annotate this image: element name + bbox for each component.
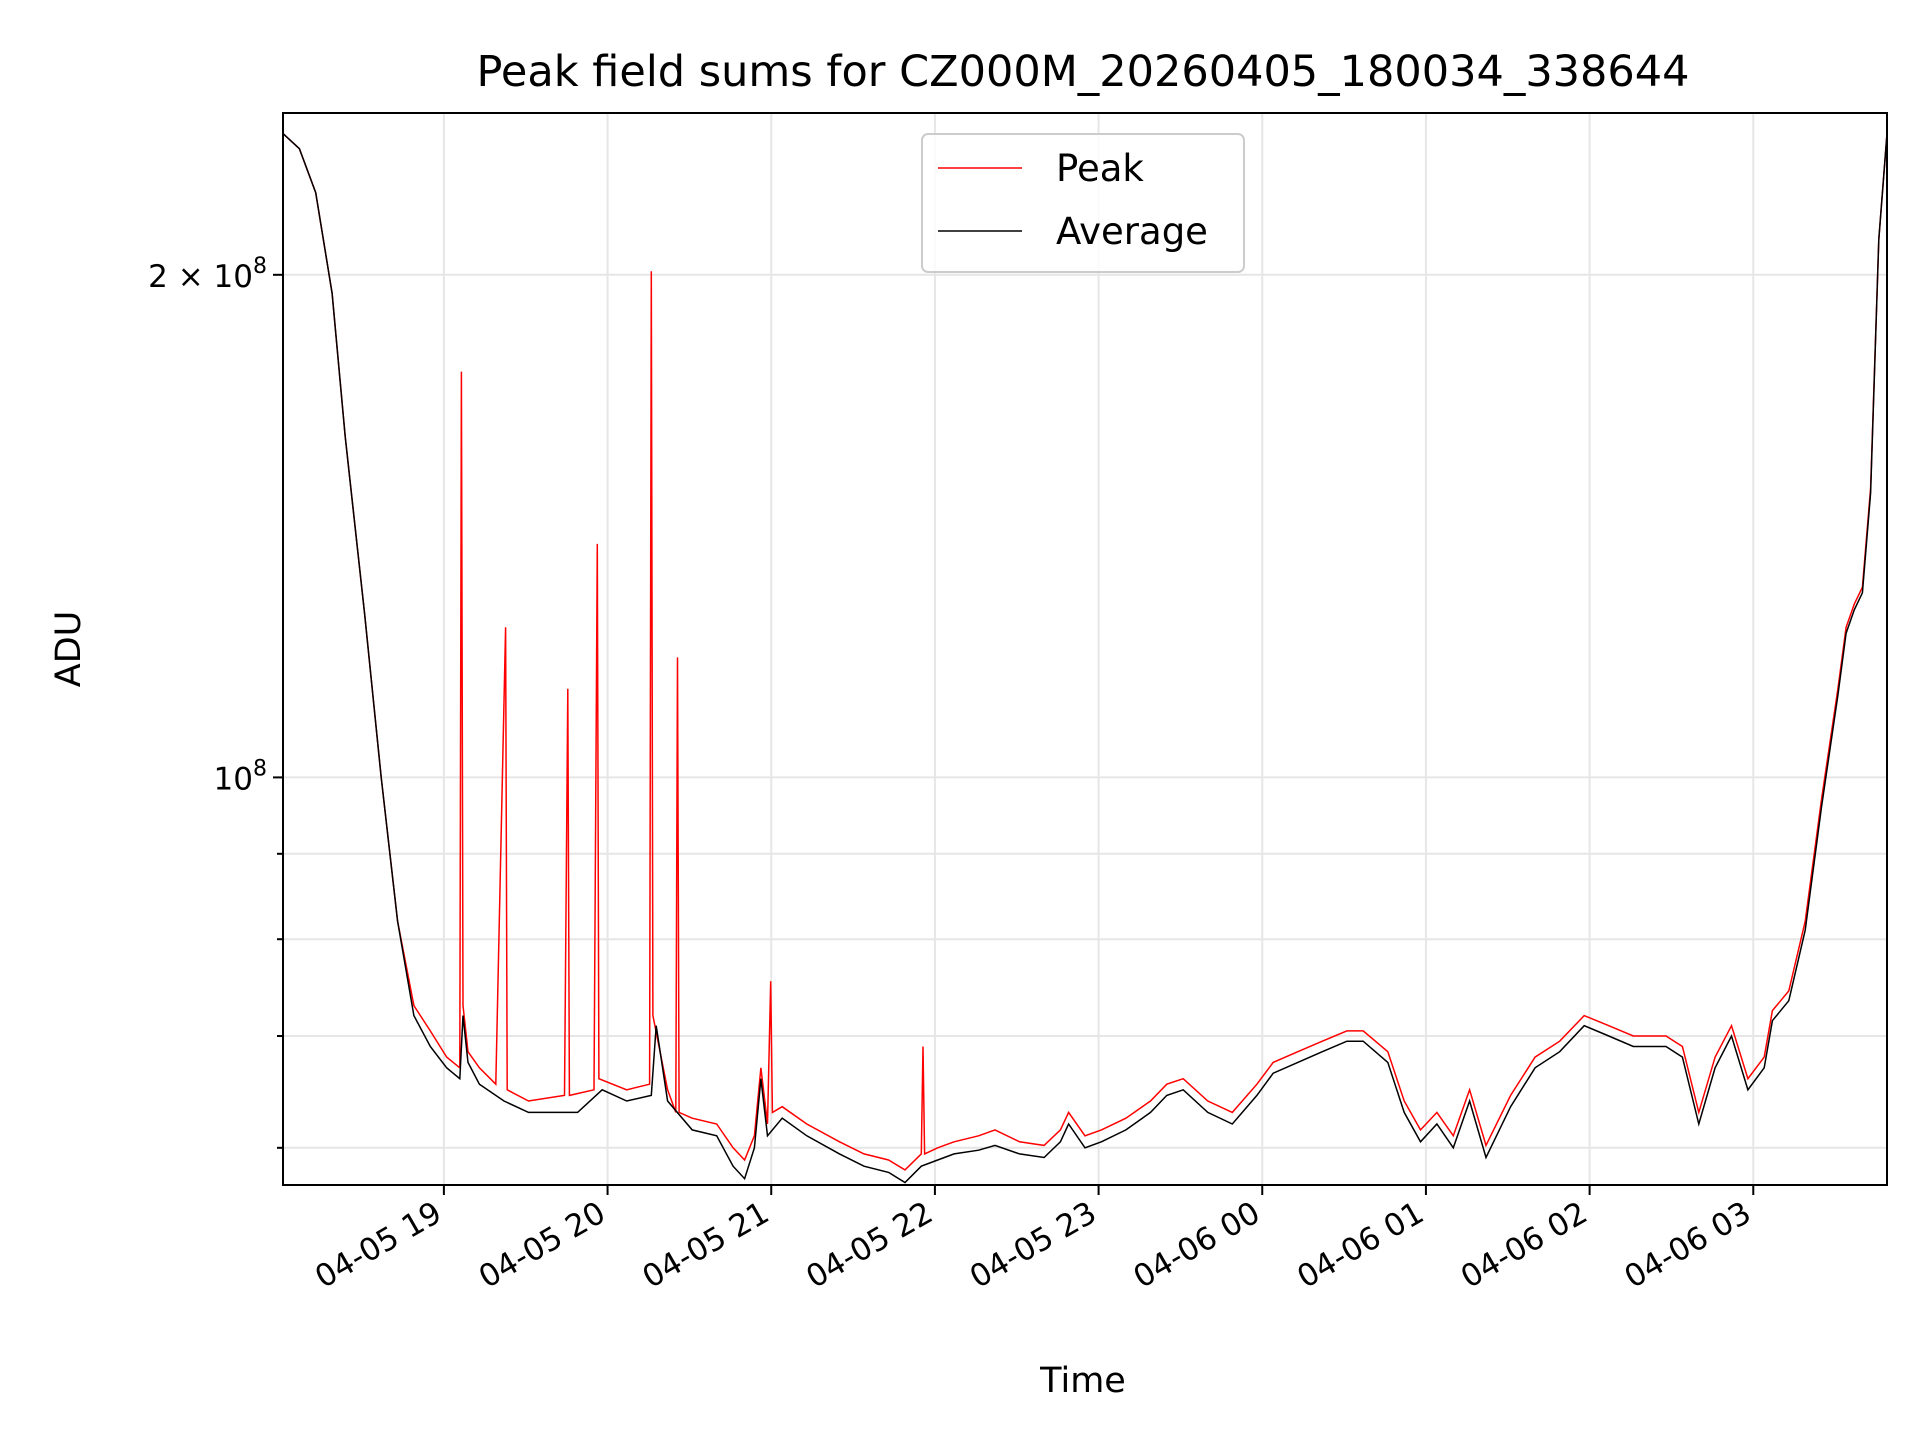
plot-area-frame — [282, 112, 1888, 1186]
legend-label-peak: Peak — [1056, 147, 1144, 190]
series-layer — [282, 133, 1888, 1184]
y-axis-title: ADU — [49, 611, 89, 688]
y-tick-label: 108 — [214, 756, 267, 797]
series-line-average — [282, 133, 1888, 1184]
series-line-peak — [282, 133, 1888, 1171]
x-axis-title: Time — [1039, 1361, 1126, 1401]
legend-label-average: Average — [1056, 210, 1208, 253]
legend: Peak Average — [921, 133, 1245, 273]
y-axis: 108 2 × 108 — [148, 254, 283, 1149]
y-tick-label: 2 × 108 — [148, 254, 267, 295]
chart-title: Peak field sums for CZ000M_20260405_1800… — [477, 47, 1690, 97]
